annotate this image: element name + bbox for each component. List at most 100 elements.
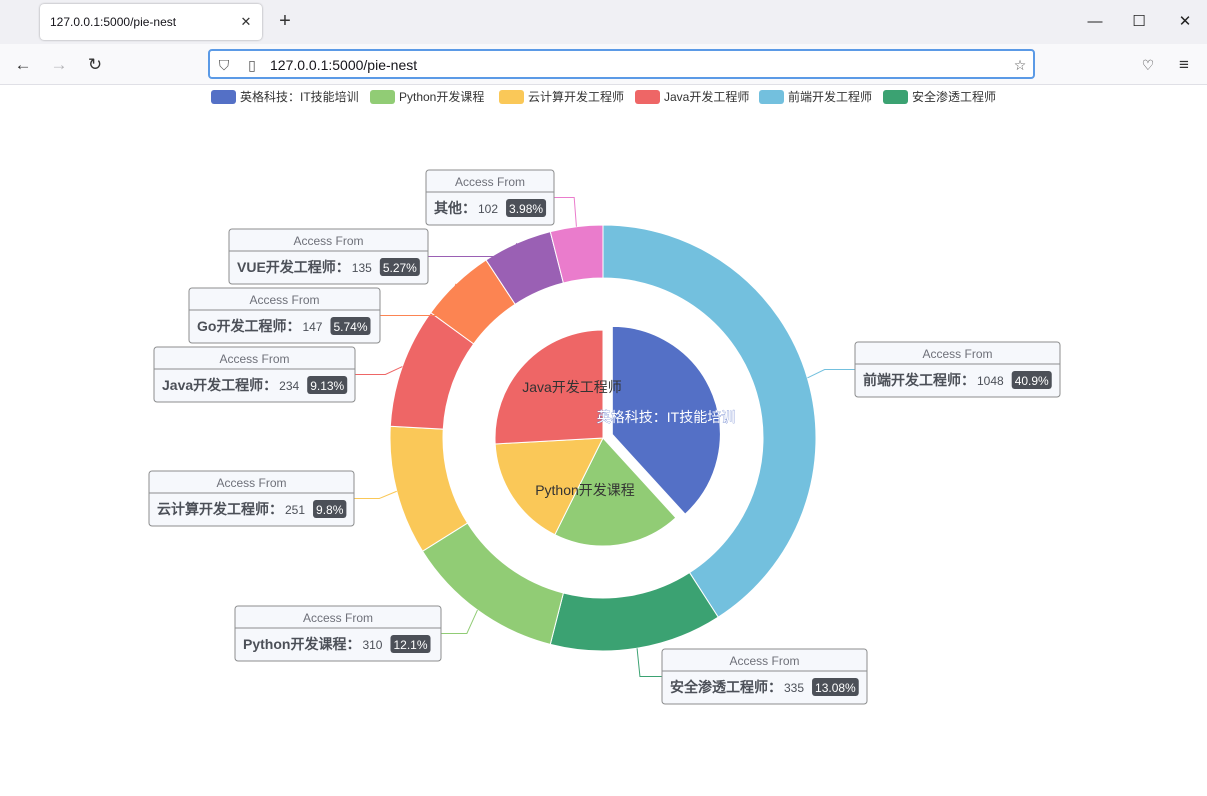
maximize-icon[interactable]: ☐ xyxy=(1132,13,1146,30)
percent-badge xyxy=(390,635,431,653)
outer-slice[interactable] xyxy=(602,224,817,618)
slice-callout: Access From VUE开发工程师： 135 5.27% xyxy=(228,228,429,285)
label-leader-line xyxy=(354,490,397,499)
shield-icon[interactable]: ⛉ xyxy=(218,57,230,73)
minimize-icon[interactable]: — xyxy=(1087,13,1103,30)
callout-title: Access From xyxy=(249,293,319,307)
callout-value: 1048 xyxy=(977,374,1004,388)
legend-swatch xyxy=(635,90,660,104)
callout-value: 135 xyxy=(352,261,372,275)
url-text[interactable]: 127.0.0.1:5000/pie-nest xyxy=(270,57,418,73)
callout-name: 云计算开发工程师： xyxy=(157,501,283,517)
slice-callout: Access From Python开发课程： 310 12.1% xyxy=(234,605,442,662)
callout-name: 安全渗透工程师： xyxy=(670,679,782,695)
callout-percent: 13.08% xyxy=(815,681,856,695)
percent-badge xyxy=(313,500,347,518)
legend-label: Python开发课程 xyxy=(399,89,484,104)
callout-percent: 5.27% xyxy=(383,261,417,275)
callout-value: 335 xyxy=(784,681,804,695)
label-leader-line xyxy=(554,197,577,227)
page-icon: ▯ xyxy=(248,57,256,73)
hamburger-menu-icon[interactable]: ≡ xyxy=(1179,55,1189,74)
callout-title: Access From xyxy=(216,476,286,490)
slice-callout: Access From Java开发工程师： 234 9.13% xyxy=(153,346,356,403)
legend-label: 英格科技：IT技能培训 xyxy=(240,89,359,104)
legend-item[interactable]: Python开发课程 xyxy=(370,89,484,104)
close-icon[interactable]: ✕ xyxy=(240,14,252,29)
callout-percent: 12.1% xyxy=(393,638,427,652)
callout-name: 其他： xyxy=(434,200,476,216)
label-leader-line xyxy=(636,648,662,677)
percent-badge xyxy=(506,199,547,217)
legend-item[interactable]: 前端开发工程师 xyxy=(759,89,872,104)
url-bar[interactable]: ⛉ ▯ 127.0.0.1:5000/pie-nest ☆ xyxy=(208,49,1035,79)
slice-callout: Access From 前端开发工程师： 1048 40.9% xyxy=(854,341,1061,398)
callout-title: Access From xyxy=(455,175,525,189)
outer-slice[interactable] xyxy=(549,571,719,652)
callout-name: VUE开发工程师： xyxy=(237,259,350,275)
tab-title: 127.0.0.1:5000/pie-nest xyxy=(50,15,177,29)
callout-value: 147 xyxy=(302,320,322,334)
window-close-icon[interactable]: ✕ xyxy=(1178,13,1192,30)
callout-title: Access From xyxy=(293,234,363,248)
plus-icon[interactable]: + xyxy=(279,10,291,32)
callout-percent: 3.98% xyxy=(509,202,543,216)
callout-title: Access From xyxy=(729,654,799,668)
callout-name: Python开发课程： xyxy=(243,636,360,652)
forward-arrow-icon[interactable]: → xyxy=(50,55,68,74)
callout-box xyxy=(148,470,355,527)
percent-badge xyxy=(812,678,859,696)
callout-percent: 9.8% xyxy=(316,503,344,517)
star-icon[interactable]: ☆ xyxy=(1013,57,1027,73)
callout-title: Access From xyxy=(303,611,373,625)
inner-slice[interactable] xyxy=(554,437,677,547)
inner-pie xyxy=(494,325,721,547)
callout-box xyxy=(854,341,1061,398)
callout-value: 102 xyxy=(478,202,498,216)
label-leader-line xyxy=(428,242,518,257)
label-boxes: Access From 前端开发工程师： 1048 40.9% Access From 安… xyxy=(148,169,1061,705)
slice-callout: Access From Go开发工程师： 147 5.74% xyxy=(188,287,381,344)
page-content: 英格科技：IT技能培训 Python开发课程 云计算开发工程师 Java开发工程师 前端… xyxy=(0,86,1207,791)
callout-percent: 9.13% xyxy=(310,379,344,393)
callout-name: Go开发工程师： xyxy=(197,318,300,334)
percent-badge xyxy=(330,317,371,335)
label-leader-line xyxy=(807,369,855,379)
callout-name: Java开发工程师： xyxy=(162,377,277,393)
legend-swatch xyxy=(370,90,395,104)
label-leader-line xyxy=(441,609,478,634)
inner-labels: 英格科技：IT技能培训 Python开发课程 Java开发工程师 xyxy=(522,379,735,498)
legend-swatch xyxy=(883,90,908,104)
slice-callout: Access From 其他： 102 3.98% xyxy=(425,169,555,226)
callout-title: Access From xyxy=(922,347,992,361)
slice-callout: Access From 云计算开发工程师： 251 9.8% xyxy=(148,470,355,527)
browser-tab[interactable]: 127.0.0.1:5000/pie-nest ✕ xyxy=(40,4,262,40)
inner-slice-label: 英格科技：IT技能培训 xyxy=(597,409,735,425)
inner-slice[interactable] xyxy=(611,325,721,515)
callout-box xyxy=(228,228,429,285)
slice-callout: Access From 安全渗透工程师： 335 13.08% xyxy=(661,648,868,705)
outer-ring xyxy=(389,224,817,652)
outer-slice[interactable] xyxy=(421,522,565,645)
legend-item[interactable]: Java开发工程师 xyxy=(635,89,749,104)
legend-swatch xyxy=(499,90,524,104)
callout-percent: 40.9% xyxy=(1015,374,1049,388)
back-arrow-icon[interactable]: ← xyxy=(14,55,32,74)
legend-swatch xyxy=(211,90,236,104)
pocket-icon[interactable]: ♡ xyxy=(1141,57,1155,73)
percent-badge xyxy=(1011,371,1052,389)
chart-legend[interactable]: 英格科技：IT技能培训 Python开发课程 云计算开发工程师 Java开发工程师 前端… xyxy=(211,89,996,104)
legend-label: 前端开发工程师 xyxy=(788,89,872,104)
callout-percent: 5.74% xyxy=(333,320,367,334)
legend-item[interactable]: 云计算开发工程师 xyxy=(499,89,624,104)
callout-value: 251 xyxy=(285,503,305,517)
inner-slice[interactable] xyxy=(494,329,604,445)
label-leader-line xyxy=(355,366,403,375)
legend-item[interactable]: 英格科技：IT技能培训 xyxy=(211,89,359,104)
reload-icon[interactable]: ↻ xyxy=(87,55,103,74)
outer-slice[interactable] xyxy=(549,224,604,284)
inner-slice-label: Python开发课程 xyxy=(535,482,635,498)
percent-badge xyxy=(307,376,348,394)
legend-item[interactable]: 安全渗透工程师 xyxy=(883,89,996,104)
callout-box xyxy=(153,346,356,403)
